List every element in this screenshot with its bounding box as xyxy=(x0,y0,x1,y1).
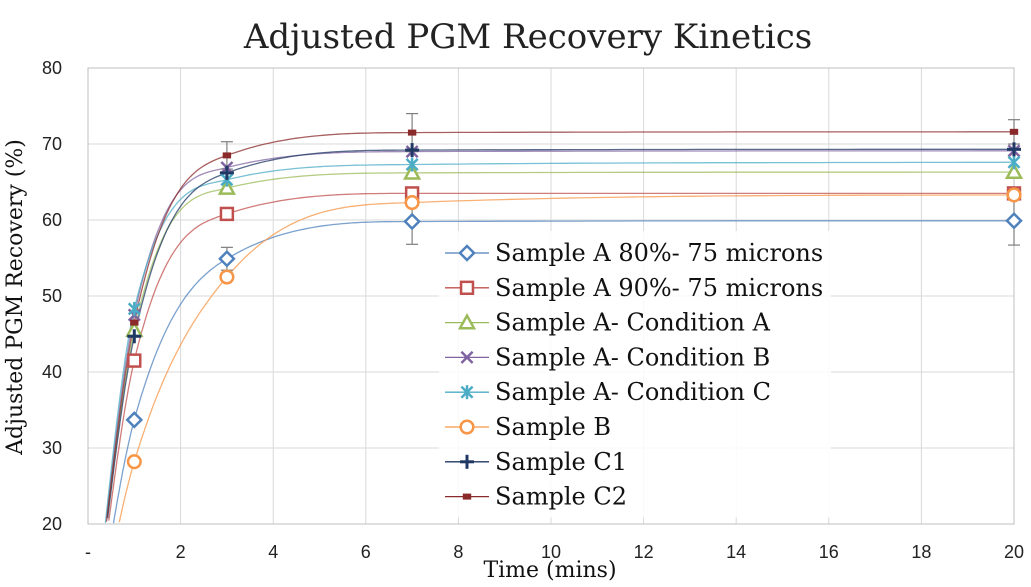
legend-label: Sample A- Condition C xyxy=(495,378,771,406)
legend-item: Sample A 80%- 75 microns xyxy=(445,239,823,267)
legend-marker xyxy=(460,454,474,469)
legend-marker xyxy=(459,419,475,435)
y-tick-label: 80 xyxy=(42,58,62,78)
data-point xyxy=(1005,211,1023,230)
data-point xyxy=(1006,187,1022,203)
legend-item: Sample B xyxy=(445,413,611,441)
y-tick-label: 20 xyxy=(42,514,62,534)
x-tick-label: 4 xyxy=(268,542,278,562)
legend-marker xyxy=(460,385,474,400)
data-point xyxy=(404,194,420,211)
data-point xyxy=(127,329,142,344)
data-point xyxy=(1007,142,1021,157)
legend-item: Sample A- Condition A xyxy=(445,309,771,337)
y-tick-label: 60 xyxy=(42,210,62,230)
y-tick-label: 50 xyxy=(42,286,62,306)
data-point xyxy=(130,319,139,326)
x-tick-label: 2 xyxy=(176,542,186,562)
chart-title: Adjusted PGM Recovery Kinetics xyxy=(243,17,812,57)
data-point xyxy=(219,269,235,285)
legend-marker xyxy=(457,313,477,330)
legend-label: Sample C2 xyxy=(495,483,627,511)
legend-item: Sample C2 xyxy=(445,483,627,511)
data-point xyxy=(222,152,232,159)
data-point xyxy=(1007,155,1021,170)
legend-item: Sample C1 xyxy=(445,448,627,476)
data-point xyxy=(125,411,144,429)
legend: Sample A 80%- 75 microns Sample A 90%- 75… xyxy=(439,231,831,518)
x-tick-label: 12 xyxy=(634,542,654,562)
x-tick-label: 6 xyxy=(361,542,371,562)
data-point xyxy=(218,249,236,268)
data-point xyxy=(219,165,234,180)
x-tick-label: 18 xyxy=(911,542,931,562)
data-point xyxy=(407,129,417,136)
y-tick-label: 30 xyxy=(42,438,62,458)
data-point xyxy=(126,454,142,470)
legend-label: Sample A- Condition B xyxy=(495,343,770,371)
x-axis-title: Time (mins) xyxy=(483,558,616,583)
x-tick-label: 20 xyxy=(1004,542,1024,562)
data-point xyxy=(219,206,235,222)
tick-labels: 20 30 40 50 60 70 80 - 2 4 6 8 10 12 14 16 18 20 xyxy=(42,58,1024,562)
legend-item: Sample A- Condition C xyxy=(445,378,771,406)
x-tick-label: 16 xyxy=(819,542,839,562)
data-point xyxy=(127,353,142,368)
legend-item: Sample A- Condition B xyxy=(445,343,770,371)
x-tick-label: 14 xyxy=(726,542,746,562)
x-tick-label: - xyxy=(85,542,91,562)
data-point xyxy=(1004,162,1024,179)
data-point xyxy=(402,163,422,180)
plot-frame xyxy=(87,67,1015,525)
legend-label: Sample B xyxy=(495,413,611,441)
y-axis-title: Adjusted PGM Recovery (%) xyxy=(3,139,28,456)
data-point xyxy=(1009,128,1019,135)
legend-marker xyxy=(458,244,476,262)
legend-item: Sample A 90%- 75 microns xyxy=(445,274,823,302)
x-tick-label: 10 xyxy=(541,542,561,562)
data-markers xyxy=(125,128,1024,470)
series-curve xyxy=(112,220,1014,524)
series-curve xyxy=(108,192,1014,521)
x-tick-label: 8 xyxy=(453,542,463,562)
y-tick-label: 70 xyxy=(42,134,62,154)
legend-label: Sample A 80%- 75 microns xyxy=(495,239,823,267)
legend-marker xyxy=(462,493,472,500)
legend-label: Sample C1 xyxy=(495,448,627,476)
legend-label: Sample A 90%- 75 microns xyxy=(495,274,823,302)
series-curve xyxy=(118,194,1015,523)
data-point xyxy=(405,143,420,158)
legend-marker xyxy=(459,280,475,296)
data-point xyxy=(403,212,421,231)
legend-marker xyxy=(460,350,474,364)
data-point xyxy=(405,157,419,172)
legend-label: Sample A- Condition A xyxy=(495,309,771,337)
data-point xyxy=(217,178,237,195)
y-tick-label: 40 xyxy=(42,362,62,382)
data-point xyxy=(127,301,141,316)
legend-background xyxy=(439,231,831,518)
